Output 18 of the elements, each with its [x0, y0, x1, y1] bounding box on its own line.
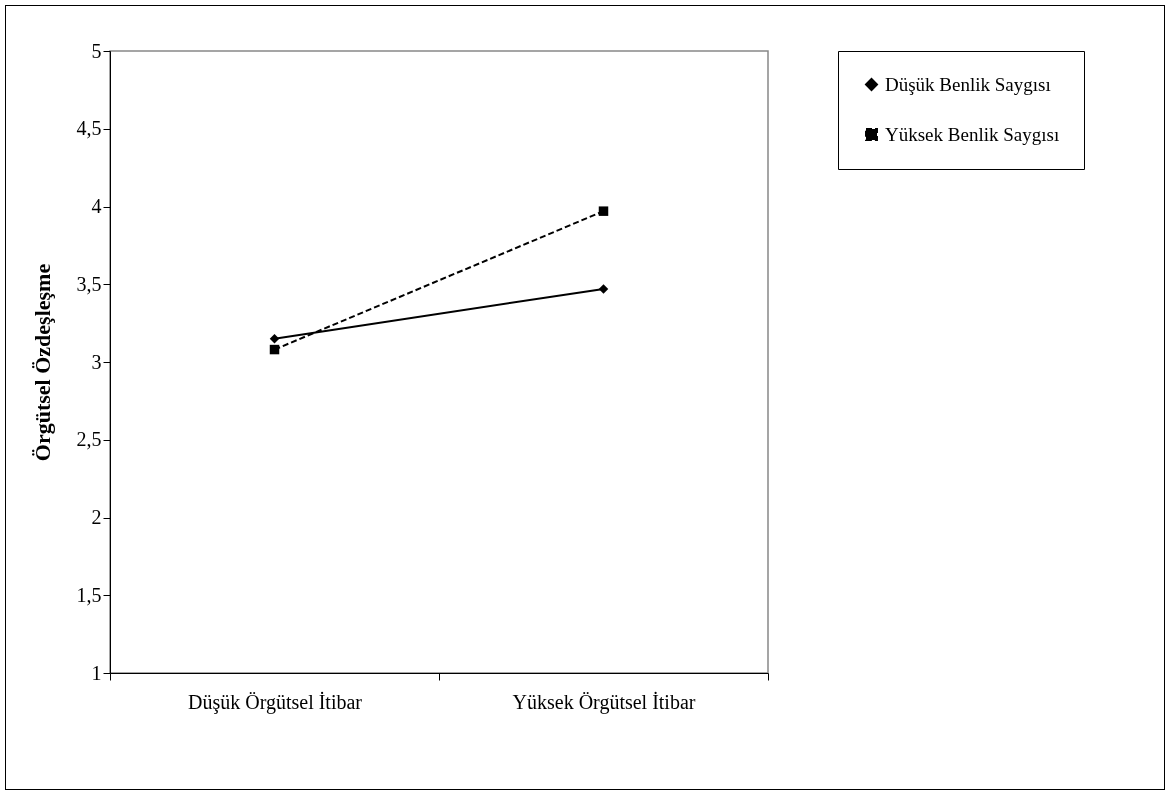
y-tick-label: 1,5 — [76, 583, 102, 606]
y-tick-label: 1 — [91, 661, 102, 684]
legend-label: Yüksek Benlik Saygısı — [885, 123, 1060, 145]
y-tick-label: 4 — [91, 195, 102, 217]
point — [598, 284, 609, 294]
y-tick-label: 3,5 — [76, 272, 102, 295]
y-tick-label: 2,5 — [76, 428, 102, 451]
point — [598, 206, 609, 216]
y-tick-label: 5 — [91, 39, 102, 62]
y-tick-label: 3 — [91, 350, 102, 373]
x-tick-label: Düşük Örgütsel İtibar — [187, 690, 363, 714]
y-tick-label: 4,5 — [76, 117, 102, 140]
legend-label: Düşük Benlik Saygısı — [885, 73, 1051, 95]
y-axis-title: Örgütsel Özdeşleşme — [29, 263, 55, 462]
point — [269, 333, 280, 344]
point — [269, 344, 280, 355]
y-tick-label: 2 — [91, 506, 102, 528]
x-tick-label: Yüksek Örgütsel İtibar — [512, 690, 696, 714]
